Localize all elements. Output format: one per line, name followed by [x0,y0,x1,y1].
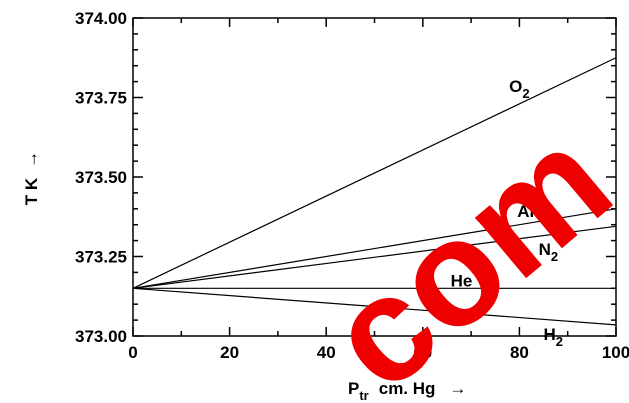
y-tick-label: 373.50 [75,168,127,187]
series-label-he: He [451,271,473,290]
x-tick-label: 60 [413,343,432,362]
series-lines [132,57,617,326]
x-axis-label-rest: cm. Hg [379,379,436,398]
series-line-n2 [132,225,617,289]
x-axis-label-sub: tr [359,388,368,403]
y-tick-label: 374.00 [75,9,127,28]
x-axis-label-main: P [348,379,359,398]
x-tick-label: 40 [317,343,336,362]
y-tick-label: 373.00 [75,327,127,346]
y-tick-label: 373.75 [75,89,127,108]
x-tick-label: 0 [128,343,137,362]
x-axis-arrow: → [449,379,466,398]
x-tick-label: 20 [220,343,239,362]
series-label-n2: N2 [539,240,559,264]
svg-text:T K→: T K → [22,151,41,205]
tick-labels: 0 20 40 60 80 100 373.00 373.25 373.50 373.75 374.… [75,9,629,362]
x-tick-label: 80 [510,343,529,362]
x-tick-label: 100 [602,343,629,362]
x-axis-label: Ptr cm. Hg → [348,379,466,403]
y-axis-label: T K → [22,151,41,205]
y-axis-arrow: → [22,151,41,168]
y-axis-label-text: T K [22,177,41,205]
series-line-h2 [132,287,617,326]
watermark: com [297,95,629,403]
series-label-o2: O2 [509,77,529,101]
axis-ticks [132,17,617,337]
watermark-text: com [297,95,629,403]
series-line-o2 [132,57,617,289]
y-tick-label: 373.25 [75,248,127,267]
series-label-h2: H2 [543,325,563,349]
series-line-air [132,208,617,289]
series-label-air: Air [517,202,541,221]
series-labels: O2 Air N2 He H2 [451,77,563,349]
